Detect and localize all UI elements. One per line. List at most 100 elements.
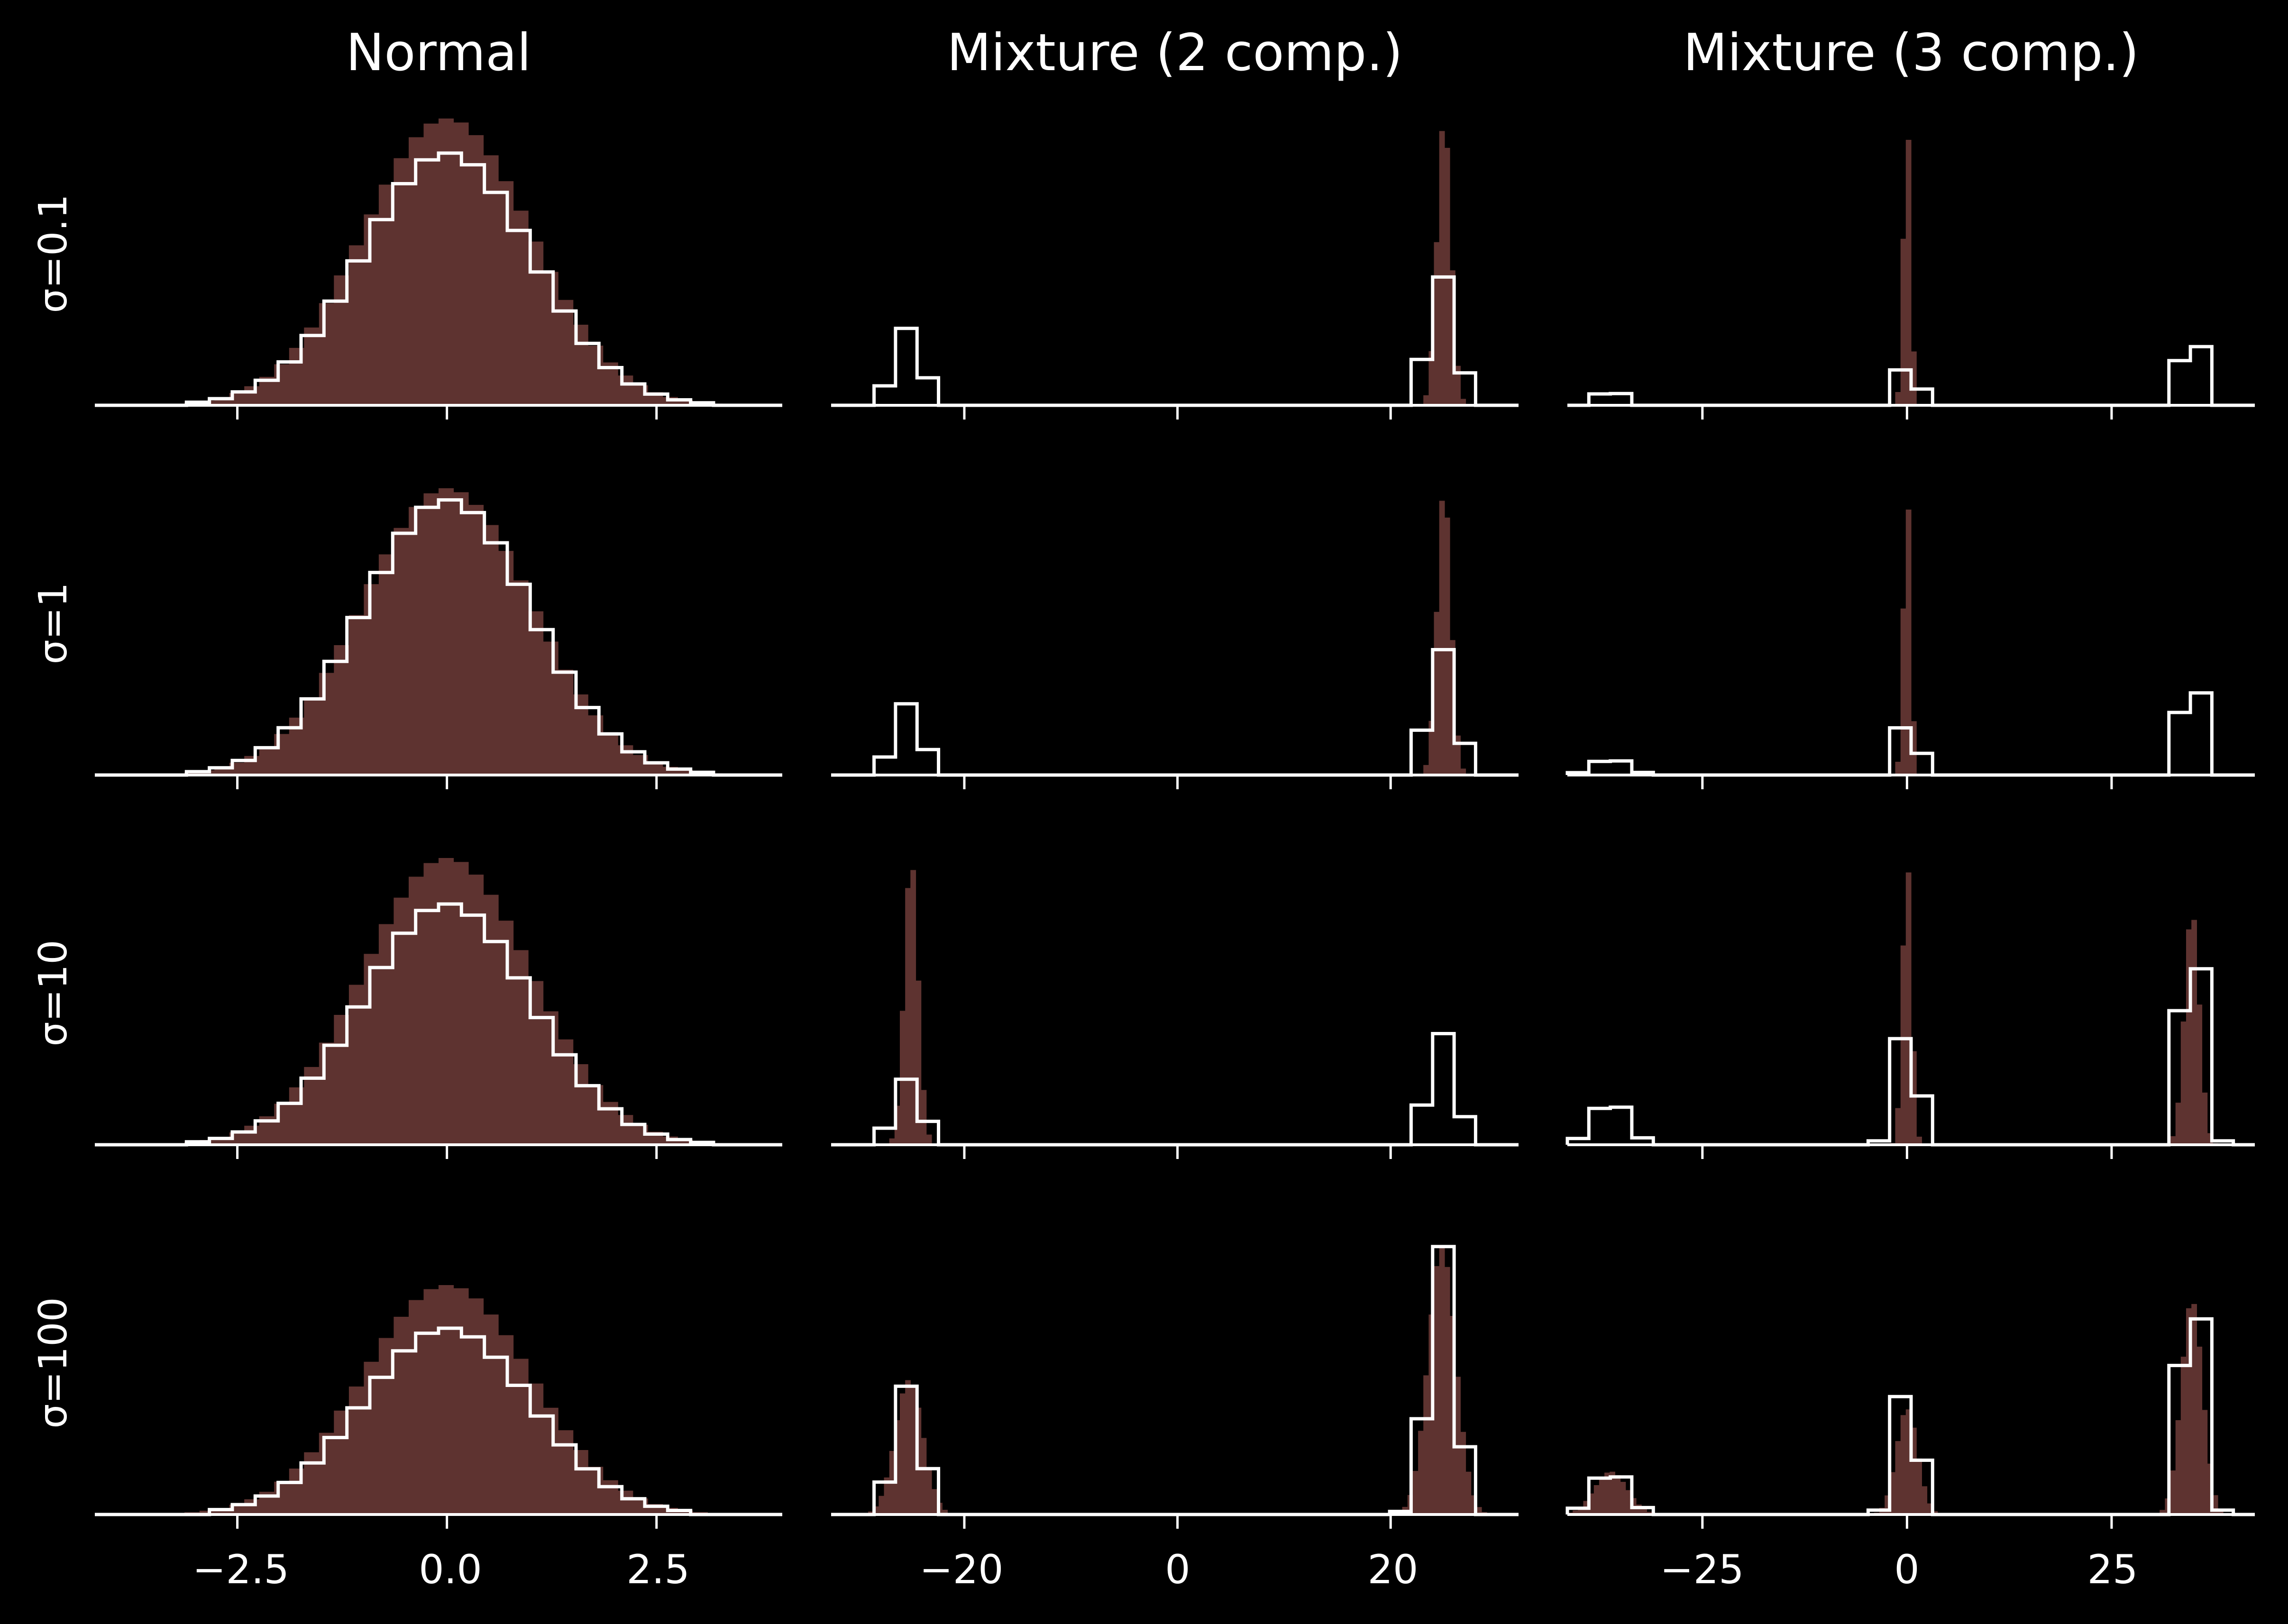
sample-bar: [1465, 1471, 1472, 1515]
row-label-sigma-1: σ=1: [31, 583, 76, 665]
x-tick-label-mix2-neg: −20: [919, 1546, 1003, 1593]
sample-bar: [423, 1289, 439, 1515]
panel-mix2-row-2: [831, 501, 1519, 789]
sample-bar: [483, 525, 499, 775]
reference-outline: [95, 902, 782, 1147]
sample-bar: [2202, 1092, 2208, 1145]
sample-bar: [1412, 1471, 1419, 1515]
sample-bar: [274, 1481, 290, 1515]
sample-bar: [889, 1138, 895, 1145]
sample-bar: [1615, 1475, 1621, 1515]
sample-bar: [1916, 1136, 1922, 1145]
sample-bar: [1641, 1509, 1647, 1515]
x-tick-label-mix2-zero: 0: [1165, 1546, 1190, 1593]
sample-bar: [498, 551, 514, 775]
sample-bar: [942, 1510, 948, 1515]
sample-bar: [334, 645, 349, 775]
sample-bar: [900, 1393, 906, 1515]
sample-bar: [2202, 1410, 2208, 1515]
sample-bar: [1905, 872, 1912, 1145]
row-label-sigma-100: σ=100: [31, 1297, 76, 1428]
panel-mix2-row-3: [831, 870, 1519, 1159]
sample-bar: [348, 985, 364, 1145]
sample-bar: [1900, 608, 1906, 775]
sample-bar: [1636, 1505, 1642, 1515]
reference-outline: [95, 1326, 782, 1516]
sample-bar: [1610, 1471, 1615, 1515]
sample-bar: [453, 492, 469, 775]
column-title-mixture-3: Mixture (3 comp.): [1683, 23, 2139, 82]
sample-bar: [2196, 1346, 2203, 1515]
sample-bar: [453, 122, 469, 405]
sample-bar: [259, 747, 275, 775]
sample-bar: [618, 1490, 633, 1515]
reference-outline: [95, 151, 782, 407]
sample-bar: [1578, 1506, 1584, 1515]
sample-bar: [1895, 762, 1901, 775]
sample-bar: [618, 745, 633, 775]
x-tick-label-normal-pos: 2.5: [626, 1546, 690, 1593]
x-tick-label-mix3-neg: −25: [1660, 1546, 1744, 1593]
sample-bar: [1620, 1482, 1626, 1515]
sample-bar: [2207, 1463, 2213, 1515]
sample-bar: [274, 1104, 290, 1145]
x-tick-label-normal-zero: 0.0: [419, 1546, 482, 1593]
sample-bar: [1911, 721, 1917, 775]
sample-bar: [439, 1285, 454, 1515]
sample-bar: [879, 1496, 885, 1515]
sample-bar: [1418, 1431, 1424, 1515]
sample-bar: [304, 697, 320, 775]
sample-bar: [304, 327, 320, 405]
sample-bar: [409, 507, 424, 775]
sample-bar: [1423, 395, 1429, 405]
sample-bar: [1922, 1486, 1928, 1515]
sample-bar: [1434, 242, 1440, 405]
sample-bar: [1905, 1409, 1912, 1515]
row-label-sigma-0-1: σ=0.1: [31, 194, 76, 313]
sample-bar: [1434, 611, 1440, 775]
sample-bar: [2191, 1304, 2197, 1515]
sample-bar: [1599, 1478, 1605, 1515]
sample-bar: [1900, 1415, 1906, 1515]
panel-mix2-row-1: [831, 131, 1519, 420]
sample-bar: [1932, 1511, 1938, 1515]
sample-bar: [677, 400, 693, 405]
sample-bar: [1460, 768, 1466, 775]
sample-bar: [921, 1438, 927, 1515]
sample-bar: [1460, 399, 1466, 405]
sample-bar: [558, 300, 574, 405]
sample-bar: [439, 488, 454, 775]
sample-bar: [348, 615, 364, 775]
sample-bar: [1927, 1503, 1933, 1515]
sample-bar: [348, 1387, 364, 1515]
sample-bar: [244, 1125, 260, 1145]
sample-bar: [1900, 945, 1906, 1145]
sample-bar: [603, 362, 618, 405]
sample-bar: [2212, 1495, 2218, 1515]
sample-bar: [926, 1134, 932, 1145]
sample-bar: [423, 863, 439, 1145]
sample-bar: [618, 1115, 633, 1145]
sample-bar: [1573, 1510, 1578, 1515]
sample-bar: [543, 1011, 558, 1145]
sample-bar: [394, 1316, 409, 1515]
sample-bar: [588, 1085, 604, 1145]
sample-bar: [1471, 1495, 1477, 1515]
sample-bar: [1423, 1375, 1429, 1515]
sample-bar: [677, 1510, 693, 1515]
sample-bar: [905, 1380, 911, 1515]
panel-normal-row-1: [95, 119, 782, 420]
sample-bar: [1439, 131, 1445, 405]
sample-bar: [677, 770, 693, 775]
sample-bar: [439, 858, 454, 1145]
sample-bar: [513, 1359, 529, 1515]
sample-bar: [394, 158, 409, 405]
sample-bar: [513, 950, 529, 1145]
sample-bar: [378, 184, 394, 405]
sample-bar: [558, 1039, 574, 1145]
sample-bar: [244, 1499, 260, 1515]
panel-mix3-row-2: [1565, 510, 2255, 789]
sample-bar: [1905, 140, 1912, 405]
